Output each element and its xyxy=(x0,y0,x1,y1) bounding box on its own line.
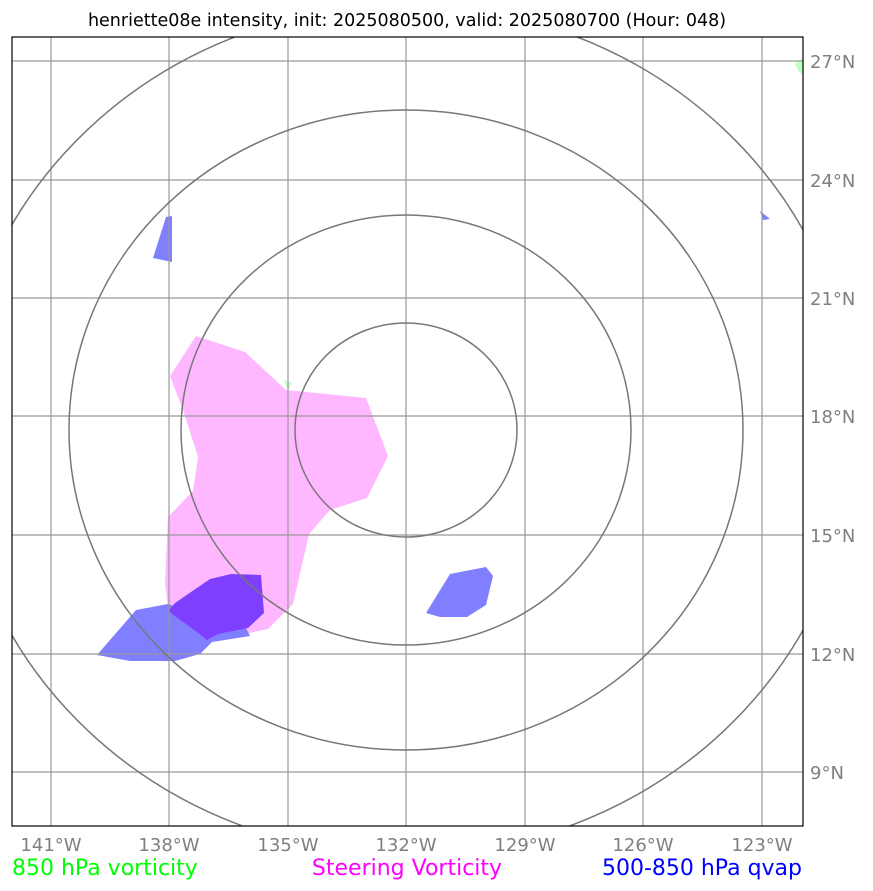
legend-item-qvap: 500-850 hPa qvap xyxy=(602,856,802,881)
lat-label: 21°N xyxy=(810,289,855,310)
lon-label: 135°W xyxy=(257,835,318,856)
legend-item-steering-vorticity: Steering Vorticity xyxy=(312,856,502,881)
lon-label: 141°W xyxy=(20,835,81,856)
longitude-labels: 141°W 138°W 135°W 132°W 129°W 126°W 123°… xyxy=(20,835,792,856)
qvap-patch xyxy=(426,567,493,617)
legend: 850 hPa vorticity Steering Vorticity 500… xyxy=(12,856,802,881)
gridlines xyxy=(12,37,803,826)
range-ring xyxy=(68,109,744,751)
range-rings xyxy=(12,37,803,826)
lat-label: 27°N xyxy=(810,52,855,73)
lon-label: 126°W xyxy=(612,835,673,856)
overlap-patch xyxy=(168,574,264,640)
lat-label: 12°N xyxy=(810,645,855,666)
vorticity-850-patch xyxy=(795,58,803,75)
qvap-patch xyxy=(97,604,250,661)
range-ring xyxy=(180,214,632,646)
lat-label: 18°N xyxy=(810,407,855,428)
lon-label: 132°W xyxy=(375,835,436,856)
lat-label: 15°N xyxy=(810,526,855,547)
map-plot-area xyxy=(12,37,803,826)
lat-label: 24°N xyxy=(810,171,855,192)
range-ring xyxy=(12,37,803,826)
lon-label: 129°W xyxy=(494,835,555,856)
qvap-patch xyxy=(153,216,172,262)
overlap-layer xyxy=(168,574,264,640)
figure-title: henriette08e intensity, init: 2025080500… xyxy=(88,11,726,31)
legend-item-850-vorticity: 850 hPa vorticity xyxy=(12,856,198,881)
steering-vorticity-patch xyxy=(165,336,388,640)
lat-label: 9°N xyxy=(810,763,844,784)
lon-label: 123°W xyxy=(731,835,792,856)
steering-vorticity-layer xyxy=(165,336,388,640)
lon-label: 138°W xyxy=(138,835,199,856)
range-ring xyxy=(294,322,518,538)
latitude-labels: 27°N 24°N 21°N 18°N 15°N 12°N 9°N xyxy=(810,52,855,784)
map-frame xyxy=(11,36,804,827)
vorticity-850-layer xyxy=(284,58,803,390)
